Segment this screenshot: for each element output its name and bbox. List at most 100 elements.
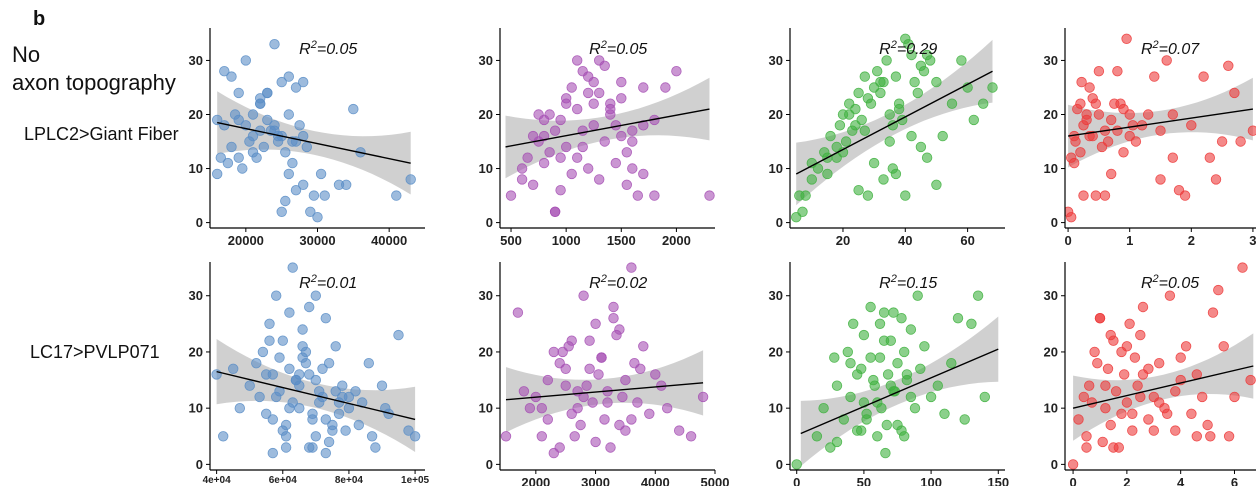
data-point [617, 391, 628, 403]
data-point [560, 380, 571, 391]
data-point [247, 130, 259, 142]
data-point [912, 290, 923, 301]
data-point [844, 109, 855, 120]
y-tick-label: 20 [769, 107, 783, 122]
data-point [840, 136, 852, 147]
data-point [906, 130, 917, 142]
fit-line [1072, 365, 1254, 409]
data-point [1204, 152, 1216, 163]
data-point [337, 380, 348, 391]
data-point [1155, 125, 1166, 136]
data-point [1124, 109, 1135, 120]
data-point [267, 447, 279, 459]
data-point [262, 87, 273, 99]
data-point [222, 157, 234, 169]
data-point [884, 109, 895, 120]
data-point [903, 39, 914, 50]
data-point [1237, 262, 1248, 273]
data-point [869, 380, 880, 391]
data-point [616, 93, 627, 104]
data-point [524, 403, 536, 414]
data-point [548, 346, 560, 358]
data-point [638, 120, 649, 131]
data-point [305, 206, 316, 218]
data-point [283, 109, 295, 120]
data-point [310, 290, 322, 301]
data-point [594, 87, 605, 99]
data-point [527, 130, 539, 142]
data-point [1216, 136, 1228, 147]
data-point [1105, 329, 1116, 341]
data-point [925, 391, 937, 403]
data-point [1078, 391, 1090, 403]
data-point [1202, 419, 1213, 431]
data-point [822, 168, 833, 180]
x-tick-label: 2 [1123, 475, 1130, 486]
data-point [1127, 425, 1138, 436]
data-point [1083, 380, 1095, 391]
data-point [921, 152, 933, 163]
data-point [587, 397, 598, 408]
chart-1-3: 0 10 20 30 0 2 4 6 R2=0.05 [1044, 262, 1256, 486]
y-tick-label: 10 [189, 401, 203, 416]
data-point [310, 374, 322, 386]
data-point [797, 206, 808, 218]
data-point [327, 425, 338, 436]
data-point [881, 55, 892, 66]
data-point [264, 318, 275, 330]
data-point [572, 55, 583, 66]
data-point [1073, 414, 1084, 425]
data-point [909, 403, 921, 414]
x-tick-label: 4000 [641, 475, 670, 486]
fit-line [800, 348, 999, 435]
fit-line [505, 382, 704, 401]
x-tick-label: 8e+04 [335, 475, 364, 486]
data-point [280, 147, 291, 158]
data-point [968, 114, 980, 126]
x-tick-label: 1e+05 [401, 475, 430, 486]
data-point [1112, 65, 1123, 77]
data-point [366, 431, 378, 442]
data-point [353, 419, 365, 431]
data-point [1081, 442, 1092, 453]
data-point [307, 414, 318, 425]
data-point [966, 318, 977, 330]
data-point [800, 190, 811, 201]
data-point [237, 163, 248, 174]
x-tick-label: 1500 [607, 233, 636, 248]
data-point [1205, 431, 1216, 442]
r-squared-label: R2=0.29 [879, 39, 937, 58]
data-point [882, 369, 894, 380]
data-point [1143, 414, 1154, 425]
data-point [931, 76, 942, 88]
data-point [1223, 60, 1234, 72]
data-point [1167, 109, 1179, 120]
data-point [264, 335, 275, 346]
data-point [319, 190, 330, 201]
data-point [611, 329, 622, 341]
y-tick-label: 20 [479, 107, 493, 122]
data-point [297, 341, 308, 352]
data-point [323, 436, 335, 448]
data-point [590, 318, 601, 330]
data-point [1097, 436, 1108, 448]
data-point [1089, 346, 1100, 358]
data-point [251, 152, 262, 163]
data-point [906, 49, 917, 61]
data-point [915, 363, 926, 375]
data-point [561, 141, 572, 153]
data-point [704, 190, 715, 201]
y-tick-label: 30 [189, 288, 203, 303]
data-point [1100, 403, 1111, 414]
data-point [323, 358, 335, 369]
data-point [215, 152, 227, 163]
data-point [549, 206, 561, 218]
data-point [569, 431, 580, 442]
data-point [635, 363, 646, 375]
data-point [650, 369, 661, 380]
data-point [1218, 341, 1229, 352]
data-point [272, 136, 284, 147]
data-point [1170, 386, 1181, 397]
data-point [577, 125, 588, 136]
data-point [298, 179, 309, 191]
